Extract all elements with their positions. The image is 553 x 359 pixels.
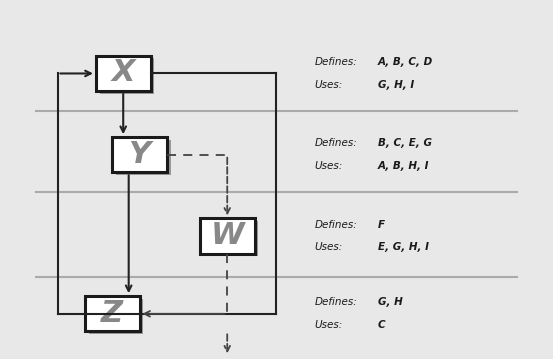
Text: Defines:: Defines: <box>315 220 358 230</box>
Text: Defines:: Defines: <box>315 139 358 149</box>
Text: B, C, E, G: B, C, E, G <box>378 139 432 149</box>
Text: Uses:: Uses: <box>315 242 343 252</box>
FancyBboxPatch shape <box>116 140 171 175</box>
Text: Uses:: Uses: <box>315 161 343 171</box>
FancyBboxPatch shape <box>96 56 150 91</box>
Text: F: F <box>378 220 385 230</box>
Text: Z: Z <box>101 299 123 328</box>
Text: A, B, H, I: A, B, H, I <box>378 161 429 171</box>
Text: A, B, C, D: A, B, C, D <box>378 57 433 67</box>
Text: Defines:: Defines: <box>315 57 358 67</box>
FancyBboxPatch shape <box>100 58 154 94</box>
Text: G, H, I: G, H, I <box>378 80 414 90</box>
Text: Y: Y <box>129 140 151 169</box>
FancyBboxPatch shape <box>112 137 167 172</box>
Text: E, G, H, I: E, G, H, I <box>378 242 429 252</box>
FancyBboxPatch shape <box>85 296 140 331</box>
FancyBboxPatch shape <box>88 299 143 334</box>
Text: W: W <box>211 221 244 250</box>
Text: Uses:: Uses: <box>315 320 343 330</box>
Text: Defines:: Defines: <box>315 298 358 308</box>
FancyBboxPatch shape <box>204 221 258 256</box>
Text: Uses:: Uses: <box>315 80 343 90</box>
Text: C: C <box>378 320 385 330</box>
FancyBboxPatch shape <box>200 218 254 254</box>
Text: G, H: G, H <box>378 298 403 308</box>
Text: X: X <box>112 58 135 87</box>
